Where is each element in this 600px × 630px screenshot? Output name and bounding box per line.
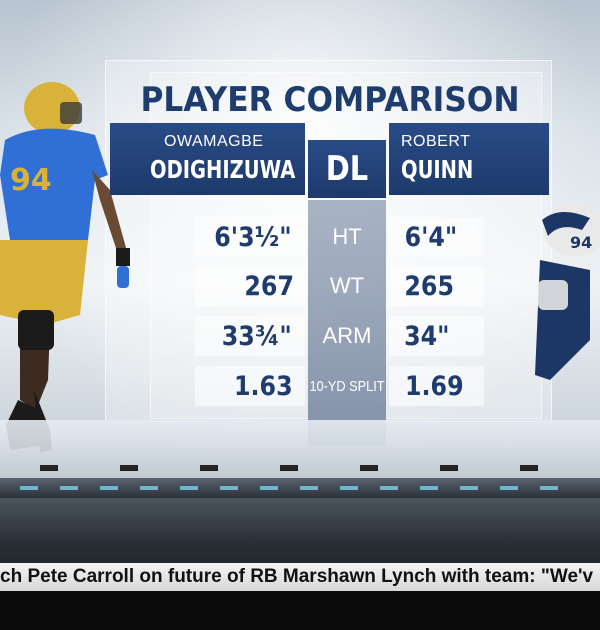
graphic-title: PLAYER COMPARISON [140,80,520,120]
stat-label: 10-YD SPLIT [309,377,385,395]
stat-row-weight: 267 WT 265 [110,266,550,306]
stat-row-height: 6'3½" HT 6'4" [110,217,550,257]
left-player-header: OWAMAGBE ODIGHIZUWA [110,123,305,195]
floor-lights [20,486,580,490]
right-stat-value: 265 [389,266,484,306]
right-jersey-number: 94 [570,233,592,252]
studio-floor [0,420,600,480]
ticker-bottom-band [0,591,600,630]
stat-label: ARM [322,323,372,348]
floor-marks [40,465,580,471]
left-stat-value: 1.63 [195,366,305,406]
right-player-header: ROBERT QUINN [389,123,549,195]
stat-row-split: 1.63 10-YD SPLIT 1.69 [110,366,550,406]
stat-label: HT [332,224,362,249]
position-header: DL [308,140,386,198]
news-ticker: ch Pete Carroll on future of RB Marshawn… [0,563,600,591]
right-stat-value: 34" [389,316,484,356]
right-player-first-name: ROBERT [401,133,471,150]
right-stat-value: 1.69 [389,366,484,406]
left-jersey-number: 94 [10,163,52,198]
left-stat-value: 6'3½" [195,217,305,257]
right-player-image: 94 [535,204,600,380]
left-stat-value: 267 [195,266,305,306]
right-player-last-name: QUINN [401,155,474,184]
right-stat-value: 6'4" [389,217,484,257]
left-player-first-name: OWAMAGBE [164,133,264,150]
stat-row-arm: 33¾" ARM 34" [110,316,550,356]
ticker-text: ch Pete Carroll on future of RB Marshawn… [0,566,594,587]
position-label: DL [325,149,369,189]
stat-label: WT [329,273,365,298]
stat-label-column [308,200,386,445]
left-stat-value: 33¾" [195,316,305,356]
left-player-last-name: ODIGHIZUWA [150,155,296,184]
